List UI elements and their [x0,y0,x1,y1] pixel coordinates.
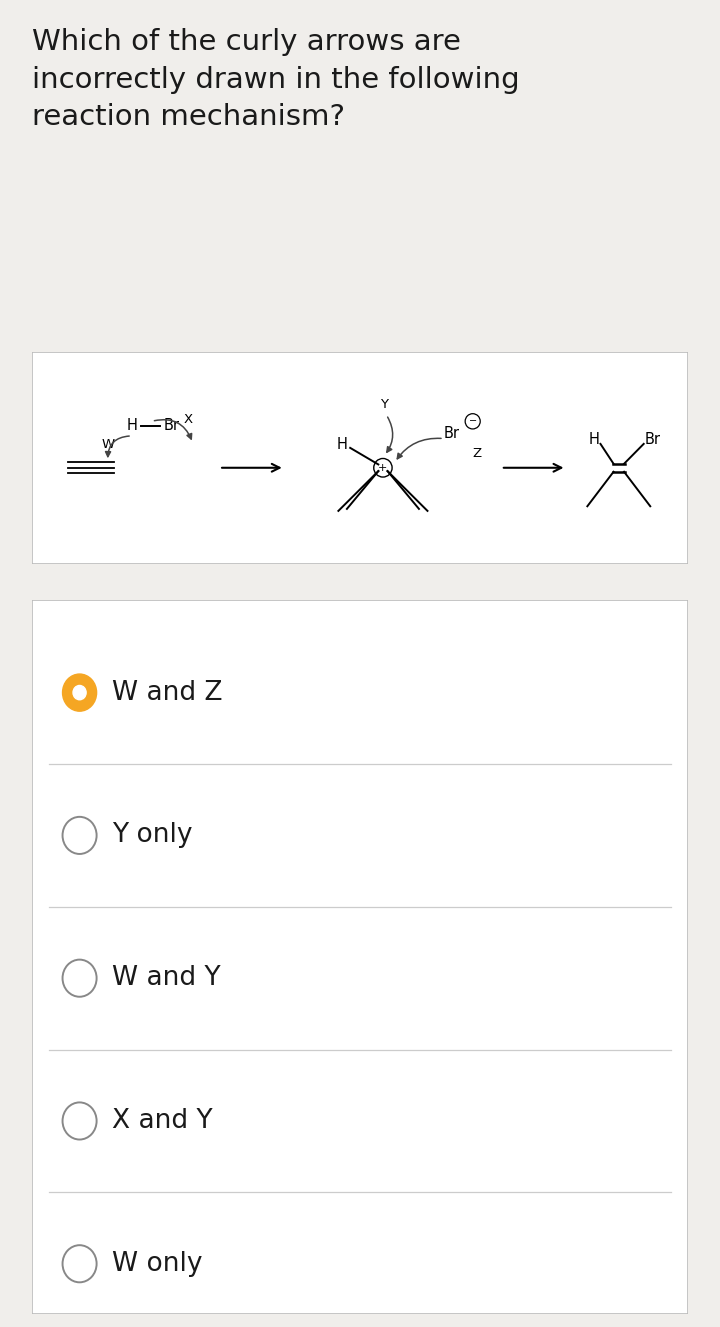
Text: H: H [588,433,599,447]
FancyBboxPatch shape [32,352,688,564]
Text: Br: Br [163,418,179,434]
Text: Z: Z [472,447,481,459]
FancyBboxPatch shape [32,600,688,1314]
Text: +: + [378,463,387,472]
Text: Br: Br [645,433,661,447]
Text: Y only: Y only [112,823,193,848]
FancyArrowPatch shape [397,438,441,459]
Circle shape [63,674,96,711]
Text: W only: W only [112,1251,203,1277]
FancyArrowPatch shape [387,417,392,453]
Circle shape [73,686,86,699]
Text: −: − [469,417,477,426]
FancyArrowPatch shape [106,437,129,456]
FancyArrowPatch shape [154,419,192,439]
Text: X: X [184,413,193,426]
Text: Y: Y [380,398,388,411]
Text: H: H [127,418,138,434]
Text: X and Y: X and Y [112,1108,213,1135]
Text: H: H [337,437,348,453]
Text: W and Z: W and Z [112,679,222,706]
Text: Br: Br [444,426,460,441]
Text: Which of the curly arrows are
incorrectly drawn in the following
reaction mechan: Which of the curly arrows are incorrectl… [32,28,520,131]
Text: W and Y: W and Y [112,965,221,991]
Text: W: W [102,438,114,451]
